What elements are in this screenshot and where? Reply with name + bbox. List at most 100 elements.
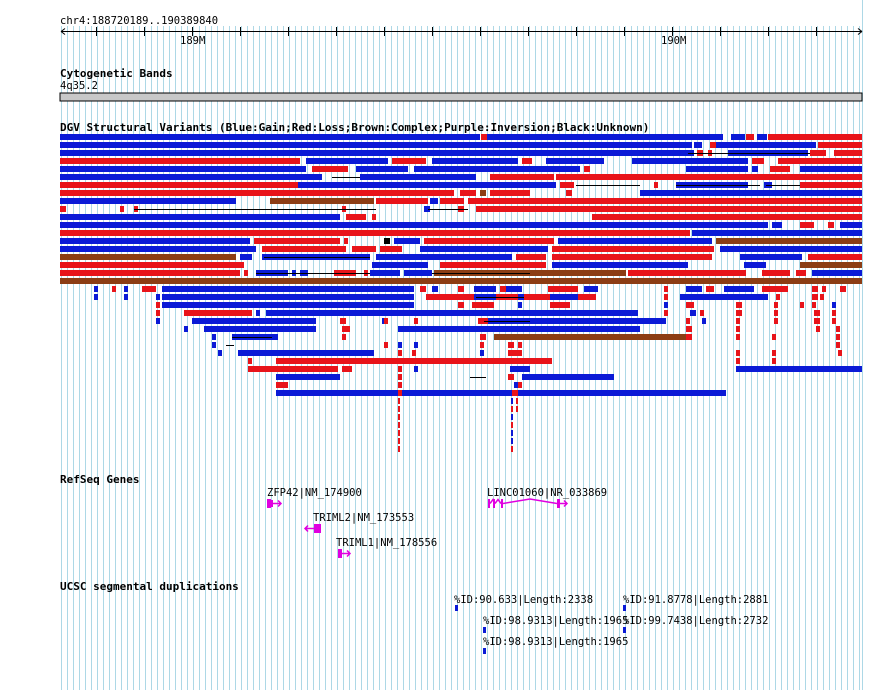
variant-bar [686,166,748,172]
variant-bar [514,382,518,388]
variant-bar [812,286,818,292]
variant-tick [398,406,400,412]
variant-bar [266,310,412,316]
gene-zfp42-arrow [273,499,283,508]
variant-bar [550,294,578,300]
segdup-label[interactable]: %ID:98.9313|Length:1965 [483,615,629,627]
variant-bar [800,166,862,172]
variant-bar [356,166,408,172]
variant-bar [340,318,346,324]
variant-bar [832,310,836,316]
variant-bar [808,254,862,260]
variant-bar [430,198,438,204]
variant-bar [481,134,487,140]
variant-bar [584,286,598,292]
variant-bar [664,302,668,308]
variant-bar [552,246,714,252]
variant-bar [736,358,740,364]
segdup-label[interactable]: %ID:91.8778|Length:2881 [623,594,769,606]
variant-bar [276,390,726,396]
variant-bar [360,174,476,180]
cytoband-track-title: Cytogenetic Bands [60,67,173,80]
variant-bar [156,294,160,300]
variant-bar [376,254,512,260]
variant-bar [480,350,484,356]
variant-bar [212,334,216,340]
variant-bar [770,166,790,172]
variant-bar [836,326,840,332]
variant-bar [836,342,840,348]
variant-bar [472,302,494,308]
variant-bar [342,334,346,340]
variant-bar [508,358,514,364]
variant-bar [820,294,824,300]
gene-label-triml1[interactable]: TRIML1|NM_178556 [336,537,438,549]
variant-bar [552,254,712,260]
variant-bar [710,142,716,148]
variant-bar [690,310,696,316]
gene-triml2-exon [314,524,321,533]
variant-bar [440,262,546,268]
variant-bar [94,294,98,300]
variant-bar [398,374,402,380]
variant-bar [60,270,240,276]
segdup-label[interactable]: %ID:98.9313|Length:1965 [483,636,629,648]
ruler-left-arrow [60,28,66,35]
variant-bar [60,222,768,228]
variant-bar [384,238,390,244]
variant-bar [736,318,740,324]
variant-bar [490,174,554,180]
variant-bar [372,214,376,220]
gene-label-zfp42[interactable]: ZFP42|NM_174900 [267,487,362,499]
gene-label-linc01060[interactable]: LINC01060|NR_033869 [487,487,608,499]
segdup-label[interactable]: %ID:90.633|Length:2338 [454,594,594,606]
variant-bar [342,366,352,372]
variant-bar [740,254,802,260]
variant-bar [506,286,522,292]
variant-bar [680,294,768,300]
variant-bar [60,134,480,140]
variant-bar [458,286,464,292]
variant-bar [556,174,862,180]
variant-bar [420,286,426,292]
cytoband-label: 4q35.2 [60,80,98,92]
variant-bar [832,318,836,324]
variant-bar [384,342,388,348]
variant-bar [522,158,532,164]
variant-bar [546,158,604,164]
variant-bar [398,382,402,388]
variant-bar [414,358,418,364]
segdup-label[interactable]: %ID:99.7438|Length:2732 [623,615,769,627]
variant-bar [778,158,862,164]
variant-bar [432,286,438,292]
dgv-track-title: DGV Structural Variants (Blue:Gain;Red:L… [60,121,650,134]
variant-bar [700,310,704,316]
variant-bar [414,342,418,348]
variant-bar [720,246,862,252]
variant-bar [344,238,348,244]
variant-bar [762,270,790,276]
variant-bar [60,206,66,212]
variant-bar [686,334,692,340]
variant-bar [60,142,692,148]
variant-bar [204,326,316,332]
variant-bar [487,134,723,140]
variant-bar [836,334,840,340]
variant-bar [312,166,348,172]
variant-bar [440,198,464,204]
variant-bar [736,326,740,332]
variant-bar [736,350,740,356]
gene-label-triml2[interactable]: TRIML2|NM_173553 [313,512,415,524]
variant-tick [511,446,513,452]
variant-tick [511,422,513,428]
variant-tick [511,430,513,436]
variant-bar [494,334,690,340]
variant-bar [560,182,574,188]
variant-bar [776,294,780,300]
variant-bar [112,286,116,292]
variant-bar [60,238,250,244]
variant-bar [731,134,745,140]
variant-bar [398,342,402,348]
